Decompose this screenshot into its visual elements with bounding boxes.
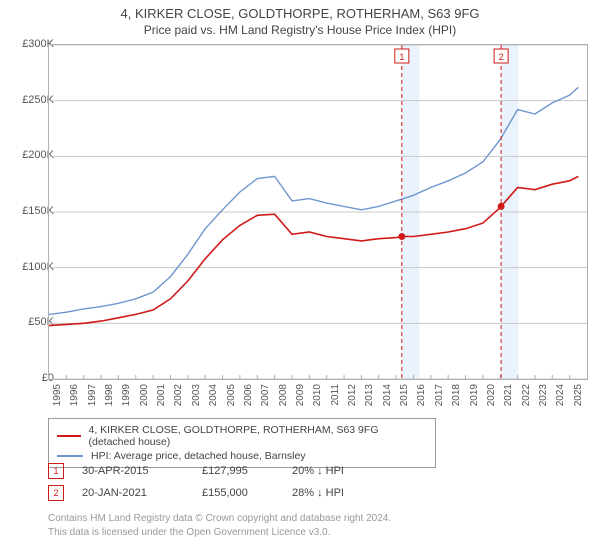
x-tick-label: 2007	[260, 384, 271, 406]
sale-date: 30-APR-2015	[82, 465, 202, 477]
x-tick-label: 2012	[347, 384, 358, 406]
footer: Contains HM Land Registry data © Crown c…	[48, 512, 391, 539]
x-tick-label: 2019	[469, 384, 480, 406]
x-tick-label: 2003	[191, 384, 202, 406]
x-tick-label: 2017	[434, 384, 445, 406]
x-tick-label: 2011	[330, 384, 341, 406]
sale-date: 20-JAN-2021	[82, 487, 202, 499]
x-tick-label: 2004	[208, 384, 219, 406]
chart-svg: 12	[49, 45, 587, 379]
svg-text:2: 2	[499, 52, 504, 62]
svg-text:1: 1	[399, 52, 404, 62]
x-tick-label: 2013	[364, 384, 375, 406]
x-tick-label: 2016	[416, 384, 427, 406]
footer-line: Contains HM Land Registry data © Crown c…	[48, 512, 391, 526]
x-tick-label: 2014	[382, 384, 393, 406]
x-tick-label: 2005	[226, 384, 237, 406]
sales-table: 1 30-APR-2015 £127,995 20% ↓ HPI 2 20-JA…	[48, 460, 412, 504]
x-tick-label: 2020	[486, 384, 497, 406]
chart-title: 4, KIRKER CLOSE, GOLDTHORPE, ROTHERHAM, …	[0, 0, 600, 21]
table-row: 1 30-APR-2015 £127,995 20% ↓ HPI	[48, 460, 412, 482]
sale-vs-hpi: 20% ↓ HPI	[292, 465, 412, 477]
x-tick-label: 2001	[156, 384, 167, 406]
chart-subtitle: Price paid vs. HM Land Registry's House …	[0, 21, 600, 41]
x-tick-label: 1997	[87, 384, 98, 406]
legend-swatch	[57, 435, 81, 437]
x-tick-label: 2002	[173, 384, 184, 406]
x-tick-label: 2021	[503, 384, 514, 406]
table-row: 2 20-JAN-2021 £155,000 28% ↓ HPI	[48, 482, 412, 504]
legend-item: 4, KIRKER CLOSE, GOLDTHORPE, ROTHERHAM, …	[57, 423, 427, 449]
sale-price: £127,995	[202, 465, 292, 477]
x-tick-label: 2000	[139, 384, 150, 406]
x-tick-label: 1996	[69, 384, 80, 406]
x-tick-label: 2006	[243, 384, 254, 406]
x-tick-label: 2008	[278, 384, 289, 406]
marker-badge: 2	[48, 485, 64, 501]
sale-price: £155,000	[202, 487, 292, 499]
chart-container: 4, KIRKER CLOSE, GOLDTHORPE, ROTHERHAM, …	[0, 0, 600, 560]
x-tick-label: 2023	[538, 384, 549, 406]
x-tick-label: 2025	[573, 384, 584, 406]
legend-label: 4, KIRKER CLOSE, GOLDTHORPE, ROTHERHAM, …	[89, 424, 428, 448]
x-tick-label: 2009	[295, 384, 306, 406]
x-tick-label: 1995	[52, 384, 63, 406]
marker-badge: 1	[48, 463, 64, 479]
x-tick-label: 2022	[521, 384, 532, 406]
x-tick-label: 2015	[399, 384, 410, 406]
x-tick-label: 1999	[121, 384, 132, 406]
x-tick-label: 2010	[312, 384, 323, 406]
plot-area: 12	[48, 44, 588, 380]
legend-swatch	[57, 455, 83, 457]
x-tick-label: 2024	[555, 384, 566, 406]
sale-vs-hpi: 28% ↓ HPI	[292, 487, 412, 499]
x-tick-label: 1998	[104, 384, 115, 406]
footer-line: This data is licensed under the Open Gov…	[48, 526, 391, 540]
x-tick-label: 2018	[451, 384, 462, 406]
